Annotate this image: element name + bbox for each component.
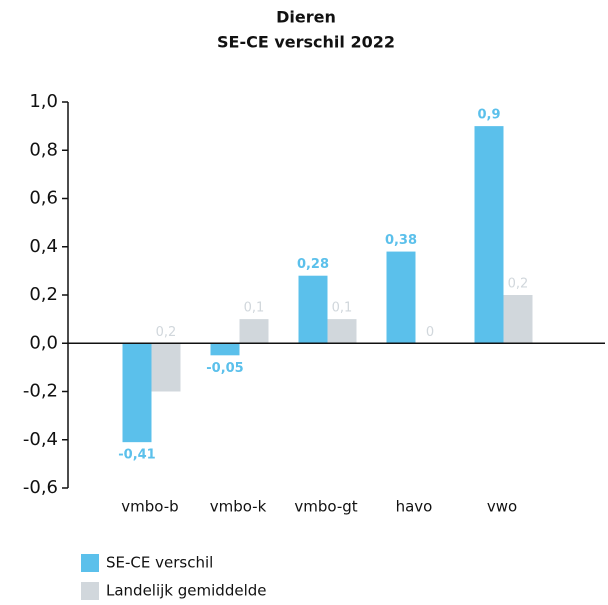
bar — [327, 319, 357, 344]
value-label: 0 — [426, 325, 434, 340]
y-tick-label: 0,0 — [29, 332, 58, 353]
bar — [151, 343, 181, 392]
y-tick-label: -0,4 — [23, 429, 58, 450]
x-tick-label: vmbo-k — [210, 498, 267, 516]
value-label: 0,1 — [332, 301, 353, 316]
bar — [210, 343, 240, 356]
y-tick-label: 0,4 — [29, 236, 58, 257]
legend-swatch — [81, 582, 99, 600]
legend-label: SE-CE verschil — [106, 554, 213, 572]
value-label: 0,2 — [508, 277, 529, 292]
legend-label: Landelijk gemiddelde — [106, 582, 266, 600]
x-tick-label: havo — [396, 498, 433, 516]
value-label: 0,1 — [244, 301, 265, 316]
x-tick-label: vmbo-b — [121, 498, 178, 516]
value-label: 0,2 — [156, 325, 177, 340]
value-label: 0,28 — [297, 257, 329, 272]
value-label: 0,38 — [385, 233, 417, 248]
y-tick-label: 1,0 — [29, 91, 58, 112]
x-tick-label: vwo — [487, 498, 517, 516]
value-label: 0,9 — [477, 108, 500, 123]
bar — [503, 295, 533, 344]
bar — [386, 251, 416, 344]
y-tick-label: -0,6 — [23, 477, 58, 498]
value-label: -0,41 — [118, 448, 155, 463]
bar — [298, 275, 328, 344]
chart-subtitle: SE-CE verschil 2022 — [217, 33, 395, 52]
y-tick-label: -0,2 — [23, 381, 58, 402]
x-tick-label: vmbo-gt — [294, 498, 357, 516]
chart-title: Dieren — [276, 8, 336, 27]
y-tick-label: 0,8 — [29, 139, 58, 160]
bar — [122, 343, 152, 443]
bar — [474, 126, 504, 344]
value-label: -0,05 — [206, 361, 243, 376]
legend-swatch — [81, 554, 99, 572]
y-tick-label: 0,6 — [29, 188, 58, 209]
bar — [239, 319, 269, 344]
y-tick-label: 0,2 — [29, 284, 58, 305]
